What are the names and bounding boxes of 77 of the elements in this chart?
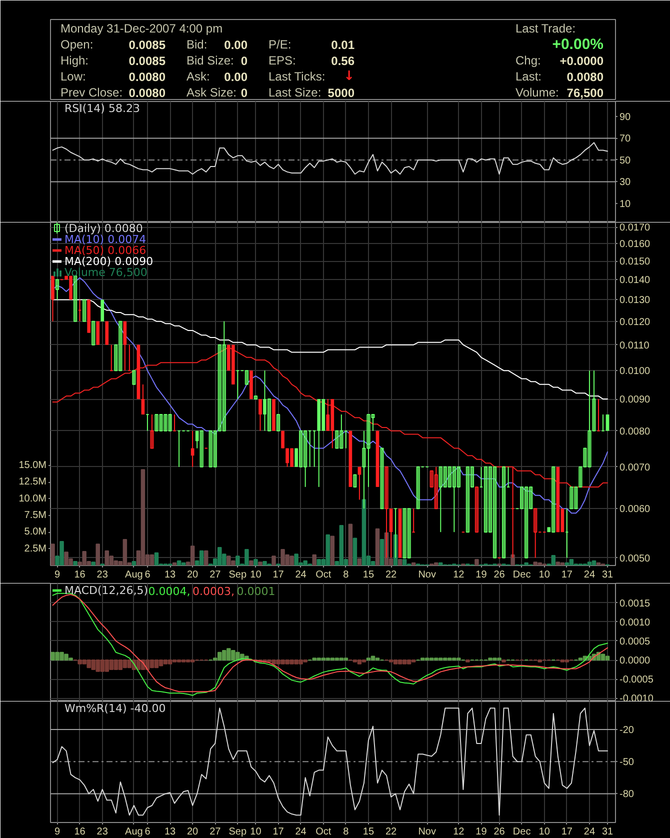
y2-tick-label: 7.5M [24, 510, 47, 522]
text: 0.00 [224, 70, 248, 84]
x-tick-label: Oct [316, 826, 332, 838]
x-tick-label: 12 [453, 826, 465, 838]
text: 0.56 [331, 54, 355, 68]
x-tick-label: 16 [74, 826, 86, 838]
y2-tick-label: 2.5M [24, 543, 47, 554]
y2-tick-label: 15.0M [18, 460, 47, 472]
text: 76,500 [566, 86, 604, 100]
text: Volume: [516, 86, 559, 100]
y2-tick-label: 12.5M [18, 476, 47, 488]
x-tick-label: 22 [385, 826, 398, 838]
x-tick-label: 20 [187, 826, 199, 838]
x-tick-label: 8 [343, 826, 350, 838]
text: Ask: [186, 70, 210, 84]
text: 0.01 [331, 38, 355, 52]
x-tick-label: 24 [295, 826, 307, 838]
y-tick-label: 0.0010 [620, 617, 651, 628]
text: Last Ticks: [268, 70, 326, 84]
chart-title: MACD(12,26,5) [64, 584, 148, 597]
y-tick-label: 0.0015 [620, 598, 651, 610]
x-tick-label: 17 [561, 826, 573, 838]
text: Last: [516, 70, 542, 84]
text: EPS: [268, 54, 296, 68]
text: High: [60, 54, 89, 68]
text: 0.0001 [236, 585, 276, 598]
text: 5000 [328, 86, 355, 100]
text: Open: [60, 38, 94, 52]
text: Bid: [186, 38, 208, 52]
y2-tick-label: 5.0M [24, 526, 47, 538]
x-tick-label: 23 [96, 826, 108, 838]
text: 0.00 [224, 38, 248, 52]
x-tick-label: 10 [250, 826, 262, 838]
text: ↓ [344, 69, 355, 84]
text: Bid Size: [186, 54, 234, 68]
x-tick-label: 31 [602, 826, 614, 838]
y-tick-label: 0.0000 [620, 656, 651, 667]
text: 0.0085 [128, 38, 166, 52]
text: Low: [60, 70, 86, 84]
text: Last Size: [268, 86, 322, 100]
text: +0.00% [552, 36, 604, 53]
text: Prev Close: [60, 86, 123, 100]
x-tick-label: 10 [538, 826, 550, 838]
text: P/E: [268, 38, 292, 52]
x-tick-label: 27 [210, 826, 222, 838]
x-tick-label: 26 [494, 826, 506, 838]
x-tick-label: 6 [144, 826, 151, 838]
text: 0 [240, 54, 248, 68]
y-tick-label: -50 [620, 757, 634, 768]
x-tick-label: Nov [418, 826, 436, 838]
text: +0.0000 [560, 54, 604, 68]
x-tick-label: 13 [164, 826, 176, 838]
y-tick-label: -20 [620, 725, 634, 736]
text: Last Trade: [516, 22, 576, 36]
text: 0.0004, [148, 585, 190, 598]
x-tick-label: 17 [272, 826, 284, 838]
text: 0.0080 [128, 70, 166, 84]
x-tick-label: 15 [362, 826, 374, 838]
text: 0.0003, [192, 585, 234, 598]
y-tick-label: -80 [620, 789, 634, 800]
text: 0.0080 [566, 70, 604, 84]
text: Ask Size: [186, 86, 237, 100]
x-tick-label: 19 [476, 826, 488, 838]
x-tick-label: 9 [54, 826, 60, 838]
y-tick-label: 0.0005 [620, 636, 651, 648]
y-tick-label: -0.0005 [620, 674, 654, 686]
text: 0.0080 [128, 86, 166, 100]
x-tick-label: Dec [512, 826, 531, 838]
x-tick-label: Sep [228, 826, 248, 838]
text: Monday 31-Dec-2007 4:00 pm [60, 22, 223, 36]
chart-title: Wm%R(14) -40.00 [64, 702, 166, 715]
x-tick-label: 24 [584, 826, 596, 838]
text: Chg: [516, 54, 541, 68]
x-tick-label: Aug [125, 826, 143, 838]
y2-tick-label: 10.0M [18, 493, 47, 504]
text: 0 [240, 86, 248, 100]
text: 0.0085 [128, 54, 166, 68]
